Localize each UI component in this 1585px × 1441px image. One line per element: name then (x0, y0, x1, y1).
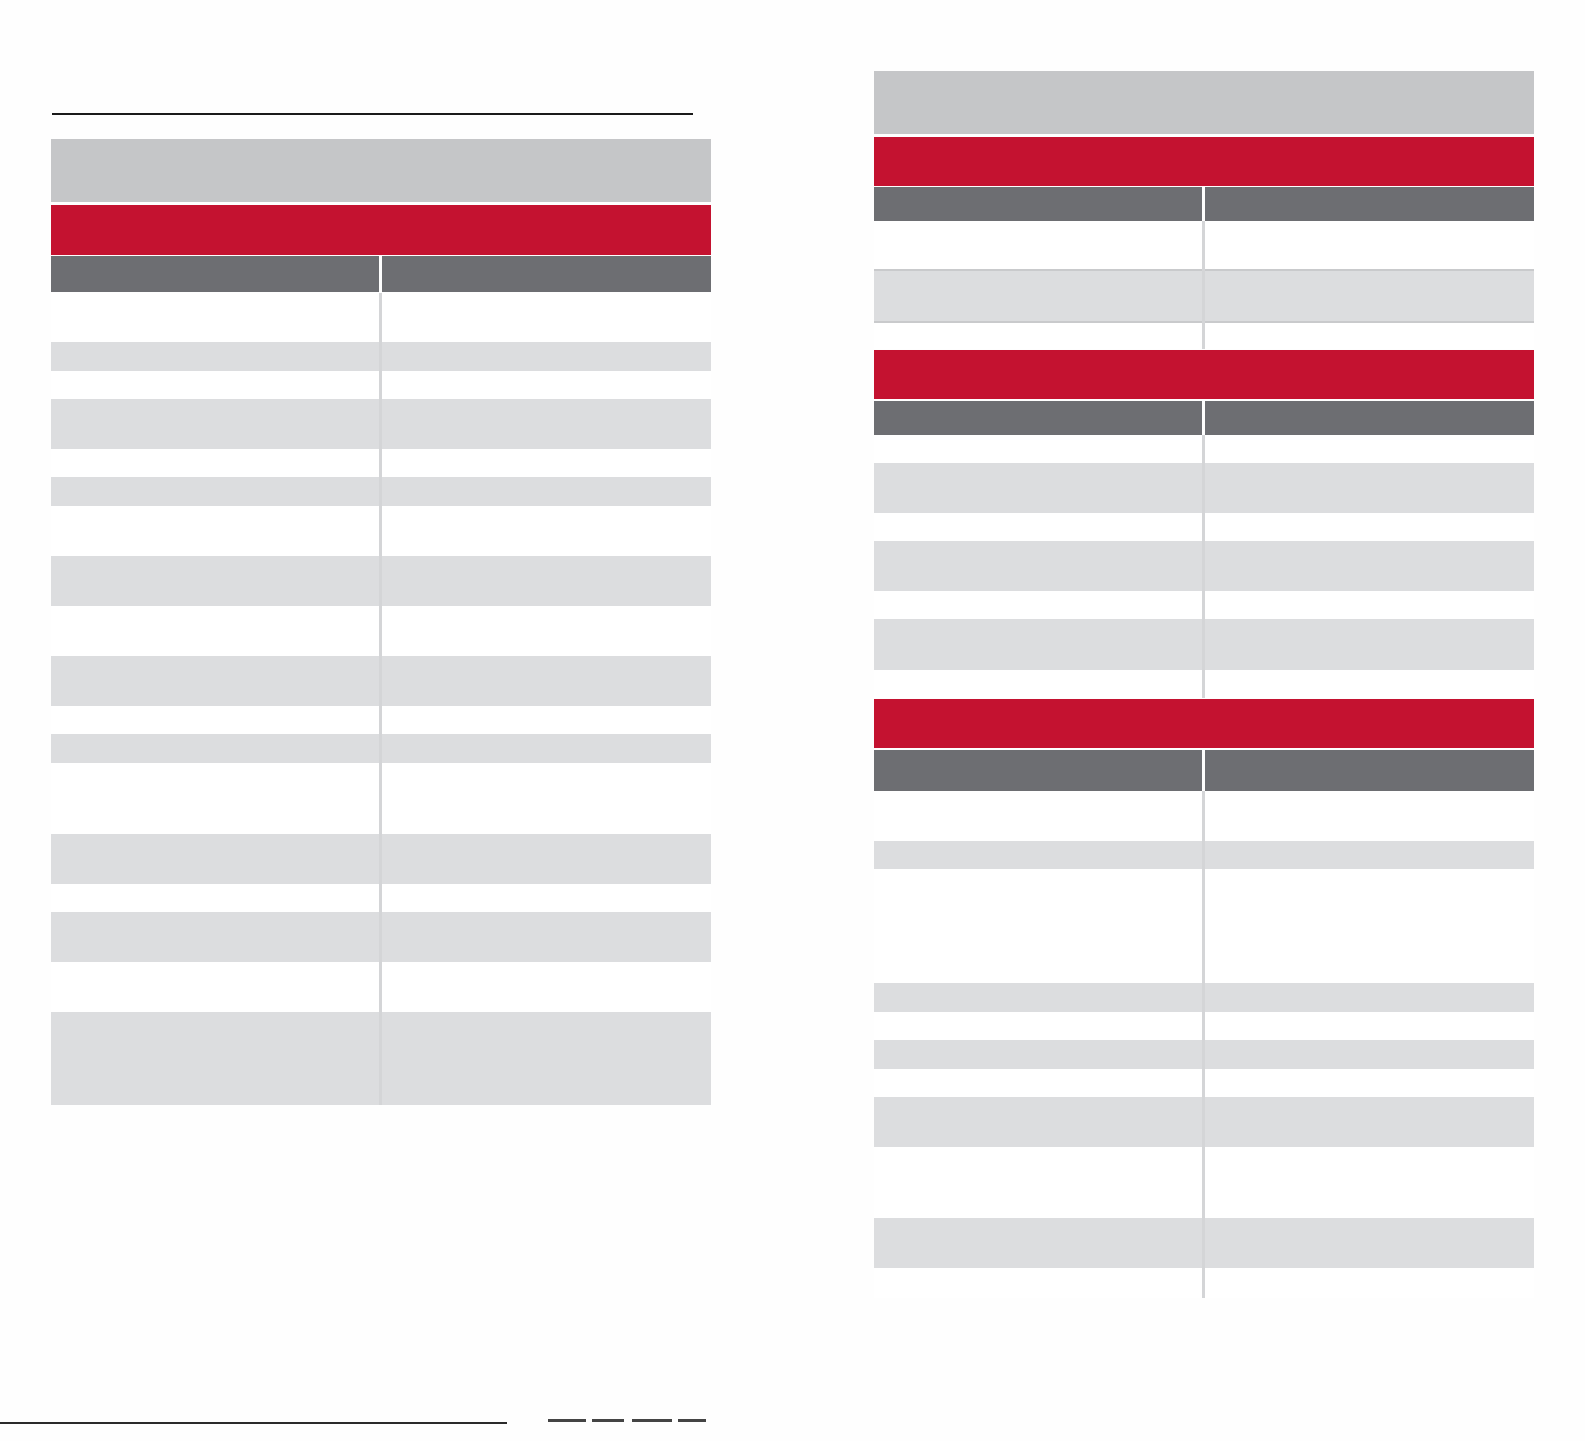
footer-text-fragment (592, 1419, 624, 1422)
footer-text-fragment (548, 1419, 586, 1422)
right-section-bar-3 (874, 699, 1534, 748)
left-column-header-1 (51, 256, 379, 292)
footer-rule (0, 1422, 507, 1424)
right-2-column-divider (1202, 435, 1205, 698)
right-2-column-header-2 (1205, 401, 1534, 435)
footer-text-fragment (678, 1419, 706, 1422)
right-1-column-divider (1202, 221, 1205, 349)
right-3-column-header-1 (874, 750, 1202, 791)
top-rule (52, 113, 693, 115)
left-column-divider (379, 293, 382, 1105)
right-1-column-header-2 (1205, 187, 1534, 221)
left-column-header-2 (382, 256, 711, 292)
right-table-title-bar (874, 71, 1534, 134)
left-table-title-bar (51, 139, 711, 202)
right-1-column-header-1 (874, 187, 1202, 221)
right-section-bar-1 (874, 137, 1534, 186)
right-3-column-header-2 (1205, 750, 1534, 791)
right-3-column-divider (1202, 791, 1205, 1298)
right-section-bar-2 (874, 350, 1534, 399)
right-2-column-header-1 (874, 401, 1202, 435)
footer-text-fragment (632, 1419, 672, 1422)
left-section-bar (51, 205, 711, 255)
